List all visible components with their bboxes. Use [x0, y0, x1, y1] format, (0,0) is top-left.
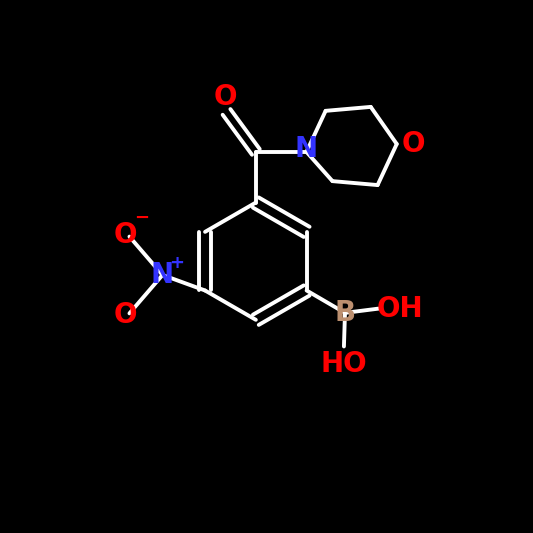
- Text: N: N: [151, 261, 174, 289]
- Text: HO: HO: [321, 350, 367, 378]
- Text: N: N: [295, 135, 318, 163]
- Text: B: B: [334, 299, 356, 327]
- Text: O: O: [114, 301, 138, 329]
- Text: O: O: [214, 83, 237, 111]
- Text: OH: OH: [377, 295, 423, 322]
- Text: −: −: [134, 209, 149, 227]
- Text: O: O: [114, 221, 138, 249]
- Text: O: O: [402, 130, 425, 158]
- Text: +: +: [169, 254, 184, 272]
